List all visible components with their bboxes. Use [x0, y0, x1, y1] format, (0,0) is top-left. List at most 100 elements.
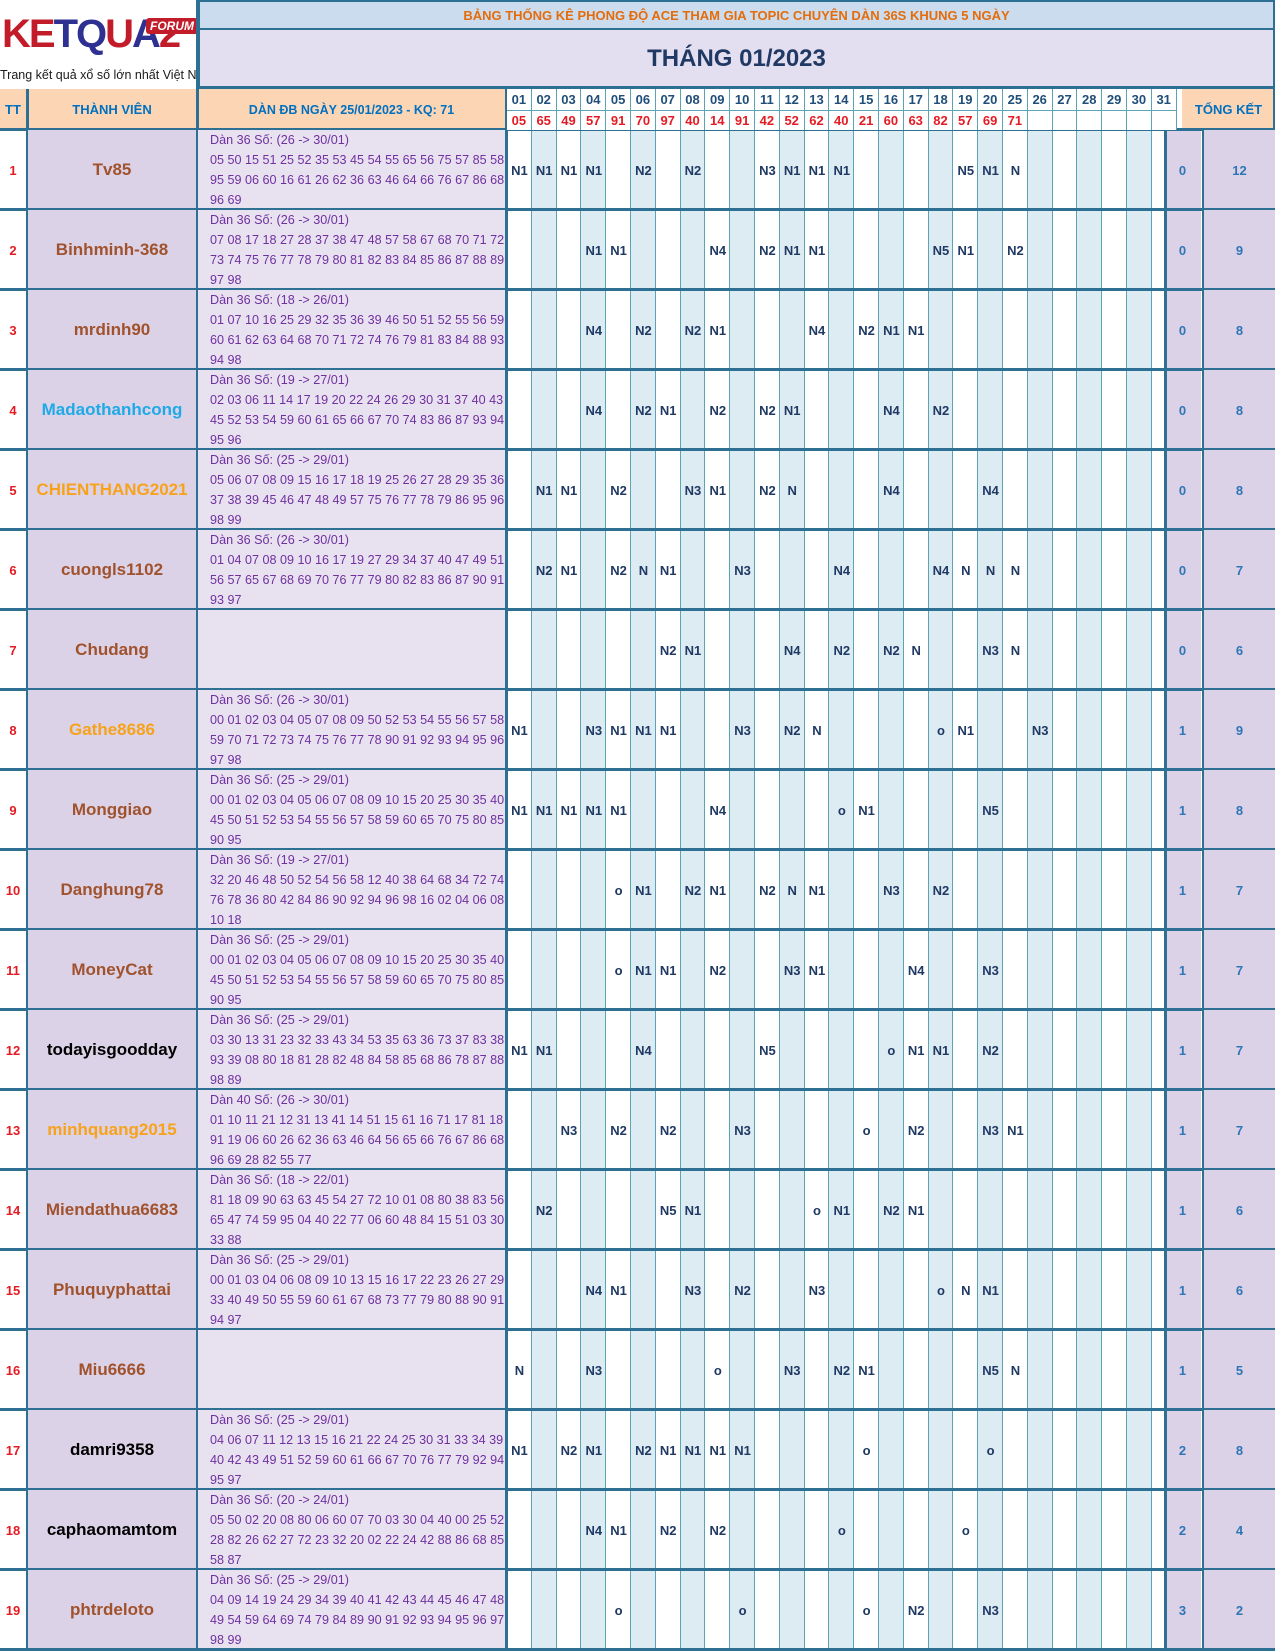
member-name[interactable]: damri9358	[28, 1410, 196, 1490]
day-column-shade	[1127, 130, 1152, 1650]
member-name[interactable]: CHIENTHANG2021	[28, 450, 196, 530]
dan-line: 73 74 75 76 77 78 79 80 81 82 83 84 85 8…	[210, 253, 505, 267]
day-column-divider	[630, 89, 631, 1650]
row-divider	[0, 288, 1275, 291]
day-mark: N1	[610, 1522, 627, 1538]
member-name[interactable]: Gathe8686	[28, 690, 196, 770]
member-name[interactable]: minhquang2015	[28, 1090, 196, 1170]
dan-line: 90 95	[210, 833, 242, 847]
member-name[interactable]: Tv85	[28, 130, 196, 210]
dan-line: Dàn 36 Số: (19 -> 27/01)	[210, 373, 349, 387]
total-hits: 5	[1204, 1330, 1275, 1410]
dan-line: 94 98	[210, 353, 242, 367]
day-column-shade	[978, 130, 1003, 1650]
dan-line: 93 39 08 80 18 81 28 82 48 84 58 85 68 8…	[210, 1053, 505, 1067]
day-header: 20	[978, 89, 1003, 111]
day-column-shade	[680, 130, 706, 1650]
member-name[interactable]: Binhminh-368	[28, 210, 196, 290]
day-column-divider	[828, 89, 830, 1650]
day-result: 97	[655, 111, 681, 130]
member-row: 15 Phuquyphattai Dàn 36 Số: (25 -> 29/01) 0…	[0, 1250, 1275, 1331]
day-column-divider	[1051, 89, 1053, 1650]
day-header: 26	[1027, 89, 1053, 111]
day-mark: o	[813, 1202, 821, 1218]
member-name[interactable]: phtrdeloto	[28, 1570, 196, 1650]
day-mark: N2	[635, 162, 652, 178]
dan-line: 95 97	[210, 1473, 242, 1487]
dan-numbers: Dàn 36 Số: (20 -> 24/01) 05 50 02 20 08 8…	[198, 1490, 505, 1570]
day-mark: N5	[659, 1202, 677, 1218]
row-number: 4	[9, 402, 17, 418]
dan-line: 58 87	[210, 1553, 242, 1567]
dan-line: Dàn 36 Số: (20 -> 24/01)	[210, 1493, 349, 1507]
row-number: 15	[5, 1282, 21, 1298]
day-mark: N2	[684, 882, 702, 898]
total-hits: 6	[1204, 1170, 1275, 1250]
day-mark: N1	[585, 1442, 603, 1458]
row-divider	[0, 928, 1275, 931]
member-name[interactable]: MoneyCat	[28, 930, 196, 1010]
logo-letter: U	[105, 12, 134, 56]
dan-line: 98 99	[210, 513, 242, 527]
ketqua2-logo[interactable]: KETQUA2 FORUM Trang kết quả xổ số lớn nh…	[0, 0, 196, 88]
dan-numbers: Dàn 36 Số: (19 -> 27/01) 02 03 06 11 14 1…	[198, 370, 505, 450]
day-mark: N1	[511, 162, 528, 178]
day-mark: N5	[759, 1042, 776, 1058]
day-result	[1077, 111, 1103, 130]
day-column-shade	[779, 130, 805, 1650]
day-column-divider	[1026, 89, 1028, 1650]
day-header: 01	[507, 89, 532, 111]
member-row: 19 phtrdeloto Dàn 36 Số: (25 -> 29/01) 04 0…	[0, 1570, 1275, 1651]
member-name[interactable]: todayisgoodday	[28, 1010, 196, 1090]
member-name[interactable]: cuongls1102	[28, 530, 196, 610]
column-divider	[26, 89, 29, 1650]
dan-line: Dàn 36 Số: (25 -> 29/01)	[210, 1253, 349, 1267]
dan-line: 81 18 09 90 63 63 45 54 27 72 10 01 08 8…	[210, 1193, 505, 1207]
member-name[interactable]: Chudang	[28, 610, 196, 690]
total-miss: 0	[1178, 162, 1187, 178]
member-name[interactable]: Miu6666	[28, 1330, 196, 1410]
member-row: 8 Gathe8686 Dàn 36 Số: (26 -> 30/01) 00 01 …	[0, 690, 1275, 771]
day-result: 69	[978, 111, 1003, 130]
day-result: 91	[606, 111, 631, 130]
member-name[interactable]: caphaomamtom	[28, 1490, 196, 1570]
day-mark: N1	[808, 882, 826, 898]
day-header: 29	[1102, 89, 1127, 111]
total-hits: 8	[1204, 1410, 1275, 1490]
dan-line: 91 19 06 60 26 62 36 63 46 64 56 65 66 7…	[210, 1133, 505, 1147]
member-name[interactable]: Phuquyphattai	[28, 1250, 196, 1330]
member-name[interactable]: Danghung78	[28, 850, 196, 930]
dan-line: 76 78 36 80 42 84 86 90 92 94 96 98 16 0…	[210, 893, 505, 907]
day-header: 28	[1077, 89, 1103, 111]
member-name[interactable]: mrdinh90	[28, 290, 196, 370]
member-name[interactable]: Monggiao	[28, 770, 196, 850]
day-mark: N3	[759, 162, 776, 178]
total-miss: 1	[1178, 722, 1187, 738]
day-mark: N	[812, 722, 822, 738]
day-mark: N1	[610, 802, 627, 818]
day-mark: N3	[783, 962, 801, 978]
dan-line: 10 18	[210, 913, 242, 927]
day-header: 02	[531, 89, 557, 111]
total-miss: 1	[1178, 802, 1187, 818]
row-divider	[0, 1648, 1275, 1651]
member-name[interactable]: Madaothanhcong	[28, 370, 196, 450]
day-header: 31	[1151, 89, 1177, 111]
total-hits: 4	[1204, 1490, 1275, 1570]
day-column-shade	[581, 130, 607, 1650]
day-mark: N4	[883, 482, 900, 498]
dan-numbers: Dàn 40 Số: (26 -> 30/01) 01 10 11 21 12 3…	[198, 1090, 505, 1170]
day-column-divider	[927, 89, 929, 1650]
dan-line: 05 50 02 20 08 80 06 60 07 70 03 30 04 4…	[210, 1513, 505, 1527]
day-mark: N2	[858, 322, 875, 338]
day-mark: o	[862, 1442, 871, 1458]
day-mark: N4	[585, 1522, 603, 1538]
day-mark: N2	[759, 882, 776, 898]
member-row: 2 Binhminh-368 Dàn 36 Số: (26 -> 30/01) 07 …	[0, 210, 1275, 291]
day-mark: N1	[659, 962, 677, 978]
day-mark: N4	[709, 242, 727, 258]
day-mark: N2	[560, 1442, 578, 1458]
day-result: 05	[507, 111, 532, 130]
dan-line: Dàn 36 Số: (26 -> 30/01)	[210, 213, 349, 227]
member-name[interactable]: Miendathua6683	[28, 1170, 196, 1250]
